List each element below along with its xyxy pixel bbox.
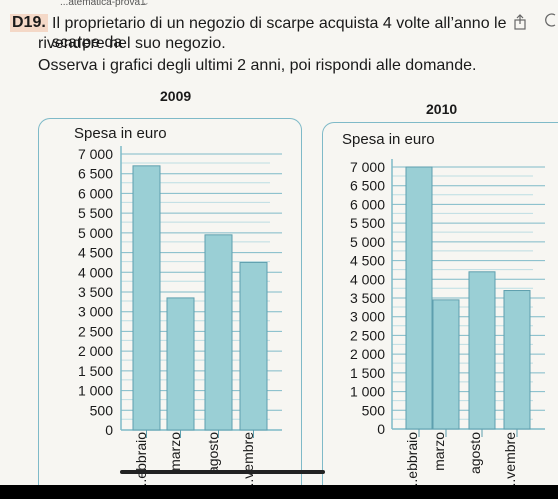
y-tick-label: 5 500 xyxy=(350,215,385,231)
x-tick-label: ...vembre xyxy=(502,432,518,491)
y-tick-label: 2 500 xyxy=(350,327,385,343)
bar xyxy=(432,299,460,430)
x-tick-label: agosto xyxy=(205,432,221,474)
problem-text-line1: Il proprietario di un negozio di scarpe … xyxy=(52,15,507,51)
x-tick-label: marzo xyxy=(431,432,447,471)
y-tick-label: 6 000 xyxy=(350,196,385,212)
share-icon[interactable] xyxy=(514,14,526,33)
x-tick-label: ...ebbraio xyxy=(404,432,420,491)
chart-2009-ylabel: Spesa in euro xyxy=(74,125,167,142)
y-tick-label: 1 500 xyxy=(78,363,113,379)
chart-2010-ylabel: Spesa in euro xyxy=(342,131,435,148)
document-title[interactable]: ...atematica-prova1 xyxy=(60,0,146,8)
y-tick-label: 6 000 xyxy=(78,185,113,201)
y-tick-label: 5 000 xyxy=(350,234,385,250)
x-tick-label: agosto xyxy=(467,432,483,474)
y-tick-label: 5 000 xyxy=(78,225,113,241)
y-tick-label: 7 000 xyxy=(350,159,385,175)
x-tick-label: marzo xyxy=(167,432,183,471)
y-tick-label: 1 000 xyxy=(350,384,385,400)
y-tick-label: 4 000 xyxy=(350,271,385,287)
bar xyxy=(132,165,161,431)
y-tick-label: 5 500 xyxy=(78,205,113,221)
y-tick-label: 3 500 xyxy=(78,284,113,300)
y-tick-label: 500 xyxy=(362,402,386,418)
bar xyxy=(503,290,531,430)
problem-text-line3: Osserva i grafici degli ultimi 2 anni, p… xyxy=(38,57,477,74)
y-tick-label: 2 000 xyxy=(78,343,113,359)
y-tick-label: 3 000 xyxy=(350,309,385,325)
y-tick-label: 4 000 xyxy=(78,264,113,280)
bar xyxy=(166,297,195,431)
chart-2009-title: 2009 xyxy=(160,88,192,104)
bar xyxy=(468,271,496,430)
bar xyxy=(239,261,268,431)
y-tick-label: 2 500 xyxy=(78,323,113,339)
y-tick-label: 500 xyxy=(90,402,114,418)
y-tick-label: 7 000 xyxy=(78,146,113,162)
y-tick-label: 3 500 xyxy=(350,290,385,306)
y-tick-label: 6 500 xyxy=(78,166,113,182)
chart-2010-title: 2010 xyxy=(426,101,458,117)
y-tick-label: 4 500 xyxy=(78,245,113,261)
y-tick-label: 2 000 xyxy=(350,346,385,362)
chevron-down-icon[interactable]: ⌄ xyxy=(142,0,150,7)
y-tick-label: 0 xyxy=(377,421,385,437)
y-tick-label: 3 000 xyxy=(78,304,113,320)
scrollbar[interactable] xyxy=(120,470,325,474)
problem-number: D19. xyxy=(10,14,48,32)
circle-icon[interactable] xyxy=(545,12,557,31)
y-tick-label: 0 xyxy=(105,422,113,438)
y-tick-label: 6 500 xyxy=(350,178,385,194)
x-tick-label: ...ebbraio xyxy=(133,432,149,491)
bar xyxy=(405,166,433,430)
y-tick-label: 1 500 xyxy=(350,365,385,381)
problem-text-line2: rivendere nel suo negozio. xyxy=(38,35,226,52)
x-tick-label: ...vembre xyxy=(240,432,256,491)
y-tick-label: 1 000 xyxy=(78,383,113,399)
top-bar: ...atematica-prova1 ⌄ xyxy=(0,0,558,14)
y-tick-label: 4 500 xyxy=(350,253,385,269)
bottom-bar xyxy=(0,485,558,499)
bar xyxy=(204,234,233,431)
